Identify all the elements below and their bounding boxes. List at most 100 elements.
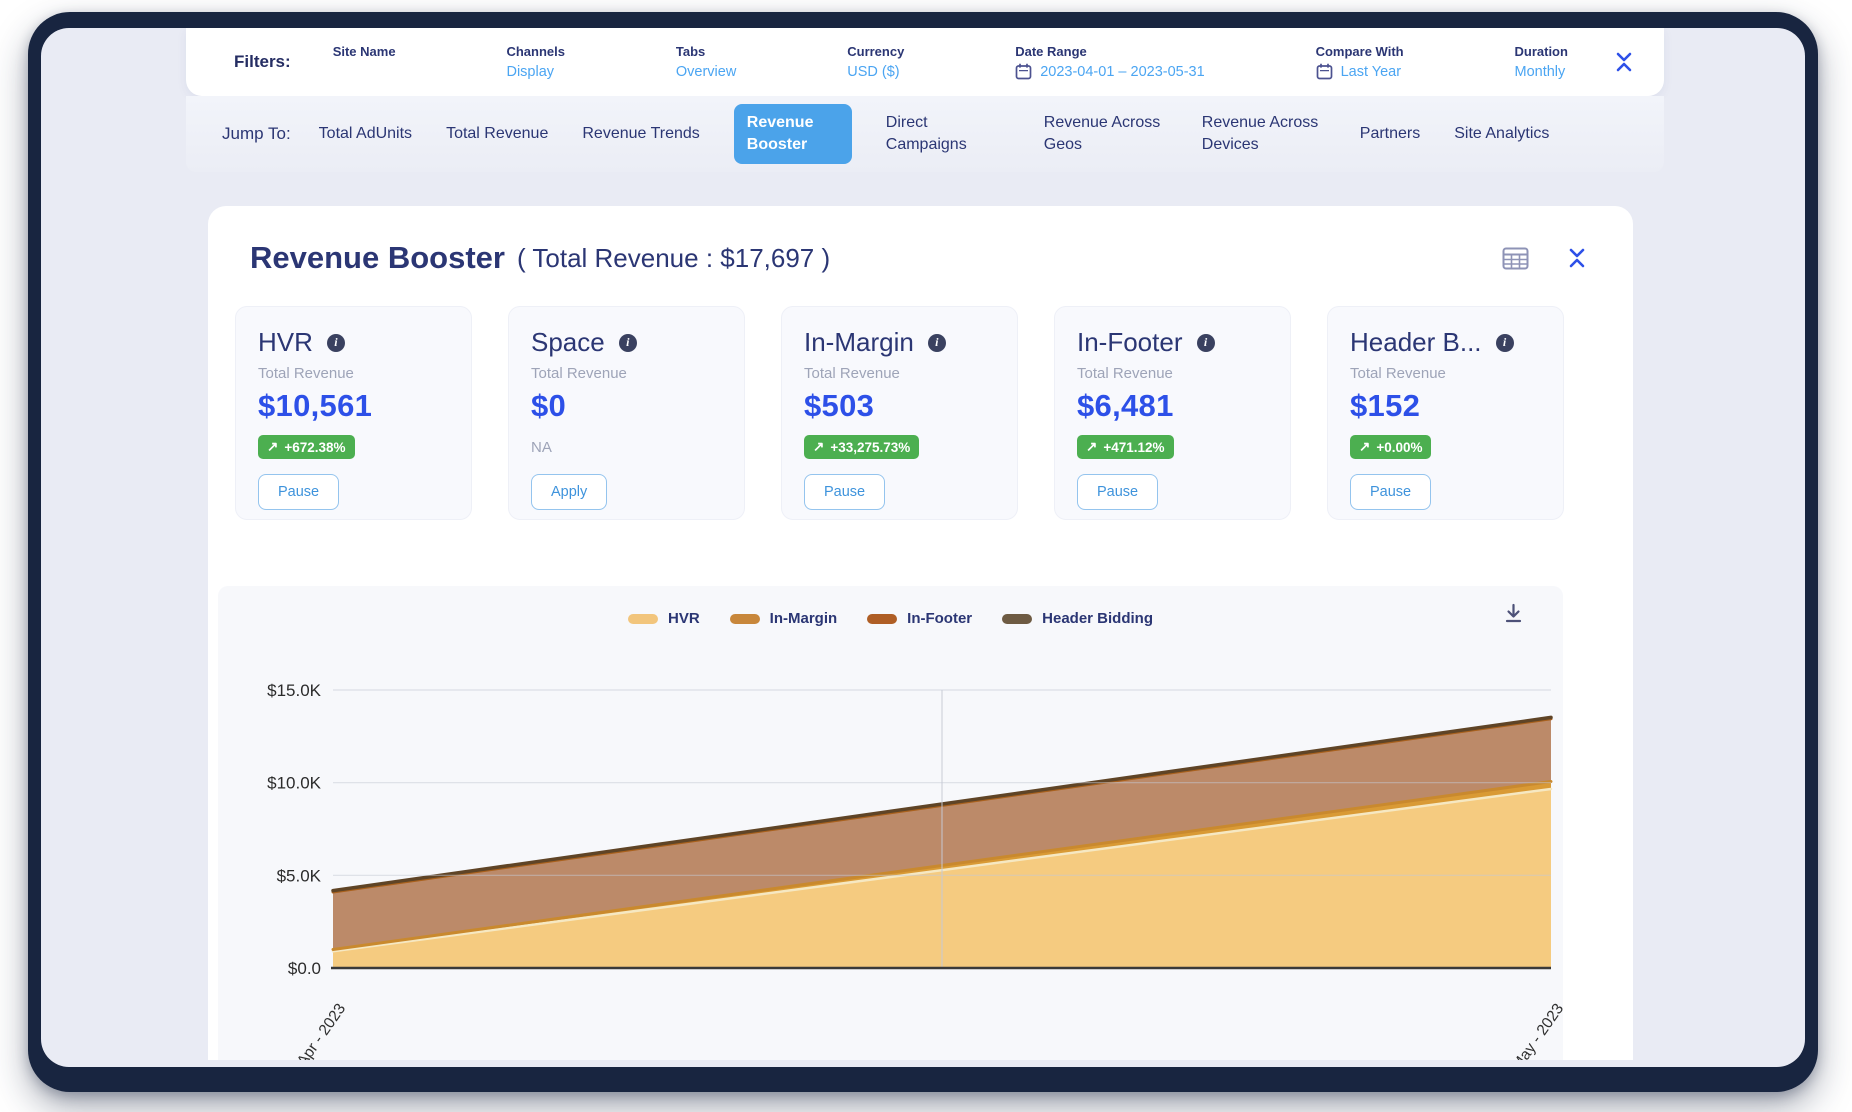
stat-card-in-footer: In-Footer i Total Revenue $6,481 ↗ +471.12% Pa…	[1054, 306, 1291, 520]
download-chart-icon[interactable]	[1502, 602, 1525, 625]
nav-tabs: Total AdUnits Total Revenue Revenue Trends…	[318, 104, 1550, 164]
app-screen: Filters: Site Name Channels Display Tabs Ove…	[41, 28, 1805, 1067]
filter-value: Overview	[676, 63, 736, 80]
legend-swatch	[627, 613, 658, 624]
stat-card-trend-slot: ↗ +33,275.73%	[804, 434, 995, 460]
trend-badge: ↗ +672.38%	[258, 435, 355, 459]
tab-revenue-across-geos[interactable]: Revenue Across Geos	[1043, 114, 1161, 153]
x-axis-tick: May - 2023	[1509, 1001, 1563, 1060]
stat-card-amount: $503	[804, 388, 875, 423]
legend-item-hvr[interactable]: HVR	[627, 610, 700, 627]
filter-item-compare-with[interactable]: Compare With Last Year	[1316, 44, 1404, 80]
trend-up-icon: ↗	[1086, 439, 1098, 454]
filter-label: Duration	[1514, 44, 1568, 59]
filter-value-text: Display	[506, 63, 555, 80]
collapse-section-icon[interactable]	[1567, 247, 1587, 269]
stat-card-metric-label: Total Revenue	[1350, 365, 1446, 382]
stat-card-name: HVR	[258, 327, 313, 357]
stat-card-header: In-Margin i	[804, 327, 995, 358]
stat-card-metric-label: Total Revenue	[804, 365, 900, 382]
filter-value-text: Monthly	[1514, 63, 1566, 80]
y-axis-tick: $5.0K	[277, 866, 322, 885]
trend-value: +33,275.73%	[830, 439, 911, 455]
tab-partners[interactable]: Partners	[1359, 125, 1421, 143]
calendar-icon	[1316, 63, 1332, 80]
section-subtitle: ( Total Revenue : $17,697 )	[516, 242, 831, 273]
filter-item-site-name[interactable]: Site Name	[333, 44, 396, 80]
filter-label: Date Range	[1015, 44, 1087, 59]
tab-total-adunits[interactable]: Total AdUnits	[318, 125, 413, 143]
stat-card-metric-label: Total Revenue	[531, 365, 627, 382]
pause-button[interactable]: Pause	[1350, 474, 1432, 510]
info-icon[interactable]: i	[927, 333, 946, 352]
legend-label: Header Bidding	[1042, 610, 1154, 627]
filter-value-text: 2023-04-01 – 2023-05-31	[1040, 63, 1205, 80]
stat-card-name: In-Margin	[804, 327, 914, 357]
stat-card-trend-slot: ↗ +672.38%	[258, 434, 449, 460]
trend-badge: ↗ +471.12%	[1077, 435, 1174, 459]
stat-card-space: Space i Total Revenue $0 NA Apply	[508, 306, 745, 520]
filter-value-text: Last Year	[1340, 63, 1402, 80]
chart-legend: HVR In-Margin In-Footer Header Bidding	[627, 610, 1153, 627]
section-actions	[1502, 247, 1587, 270]
tab-site-analytics[interactable]: Site Analytics	[1454, 125, 1550, 143]
stat-card-trend-slot: NA	[531, 434, 722, 460]
filter-label: Compare With	[1315, 44, 1404, 59]
info-icon[interactable]: i	[1196, 333, 1215, 352]
collapse-filters-icon[interactable]	[1614, 51, 1634, 73]
filter-value-text: USD ($)	[847, 63, 900, 80]
revenue-booster-section: Revenue Booster ( Total Revenue : $17,69…	[208, 206, 1633, 1060]
stat-card-header: HVR i	[258, 327, 449, 358]
tab-total-revenue[interactable]: Total Revenue	[446, 125, 549, 143]
legend-swatch	[1002, 613, 1033, 624]
pause-button[interactable]: Pause	[804, 474, 886, 510]
filters-label: Filters:	[234, 52, 291, 71]
stat-card-name: Space	[531, 327, 605, 357]
legend-item-in-footer[interactable]: In-Footer	[867, 610, 972, 627]
stat-card-header: Header B... i	[1350, 327, 1541, 358]
tab-direct-campaigns[interactable]: Direct Campaigns	[885, 114, 967, 153]
pause-button[interactable]: Pause	[258, 474, 340, 510]
tab-revenue-across-devices[interactable]: Revenue Across Devices	[1201, 114, 1319, 153]
info-icon[interactable]: i	[1495, 333, 1514, 352]
stat-card-name: Header B...	[1350, 327, 1482, 357]
filter-items: Site Name Channels Display Tabs Overview Curr…	[333, 44, 1614, 80]
legend-label: In-Footer	[907, 610, 973, 627]
chart-header: HVR In-Margin In-Footer Header Bidding	[218, 586, 1563, 627]
y-axis-tick: $15.0K	[267, 681, 322, 700]
stacked-area-chart: $0.0 $5.0K $10.0K $15.0K Apr - 2023 May - 202…	[267, 681, 1563, 1060]
calendar-icon	[1015, 63, 1032, 80]
stat-card-hvr: HVR i Total Revenue $10,561 ↗ +672.38% Pause	[235, 306, 472, 520]
filter-item-channels[interactable]: Channels Display	[506, 44, 565, 80]
table-view-icon[interactable]	[1502, 247, 1529, 270]
filter-item-date-range[interactable]: Date Range 2023-04-01 – 2023-05-31	[1015, 44, 1204, 80]
info-icon[interactable]: i	[326, 333, 345, 352]
legend-label: HVR	[667, 610, 700, 627]
stat-card-trend-slot: ↗ +471.12%	[1077, 434, 1268, 460]
pause-button[interactable]: Pause	[1077, 474, 1159, 510]
device-frame: Filters: Site Name Channels Display Tabs Ove…	[28, 12, 1818, 1092]
stat-card-amount: $6,481	[1077, 388, 1174, 423]
filter-item-tabs[interactable]: Tabs Overview	[676, 44, 736, 80]
trend-value: +471.12%	[1103, 439, 1165, 455]
legend-item-header-bidding[interactable]: Header Bidding	[1002, 610, 1153, 627]
filter-item-currency[interactable]: Currency USD ($)	[847, 44, 904, 80]
trend-badge: ↗ +33,275.73%	[804, 435, 920, 459]
filter-bar: Filters: Site Name Channels Display Tabs Ove…	[186, 28, 1664, 96]
section-title-row: Revenue Booster ( Total Revenue : $17,69…	[208, 206, 1633, 276]
apply-button[interactable]: Apply	[531, 474, 608, 510]
trend-value: +0.00%	[1376, 439, 1423, 455]
filter-value-text: Overview	[675, 63, 737, 80]
chart-panel: HVR In-Margin In-Footer Header Bidding $0.0…	[218, 586, 1563, 1060]
stat-card-amount: $0	[531, 388, 567, 423]
stat-card-header: Space i	[531, 327, 722, 358]
filter-value	[333, 63, 396, 80]
legend-item-in-margin[interactable]: In-Margin	[729, 610, 837, 627]
filter-item-duration[interactable]: Duration Monthly	[1515, 44, 1568, 80]
stat-card-metric-label: Total Revenue	[1077, 365, 1173, 382]
trend-up-icon: ↗	[267, 439, 279, 454]
tab-revenue-booster[interactable]: Revenue Booster	[733, 104, 852, 164]
info-icon[interactable]: i	[618, 333, 637, 352]
tab-revenue-trends[interactable]: Revenue Trends	[582, 125, 700, 143]
filter-label: Site Name	[332, 44, 396, 59]
